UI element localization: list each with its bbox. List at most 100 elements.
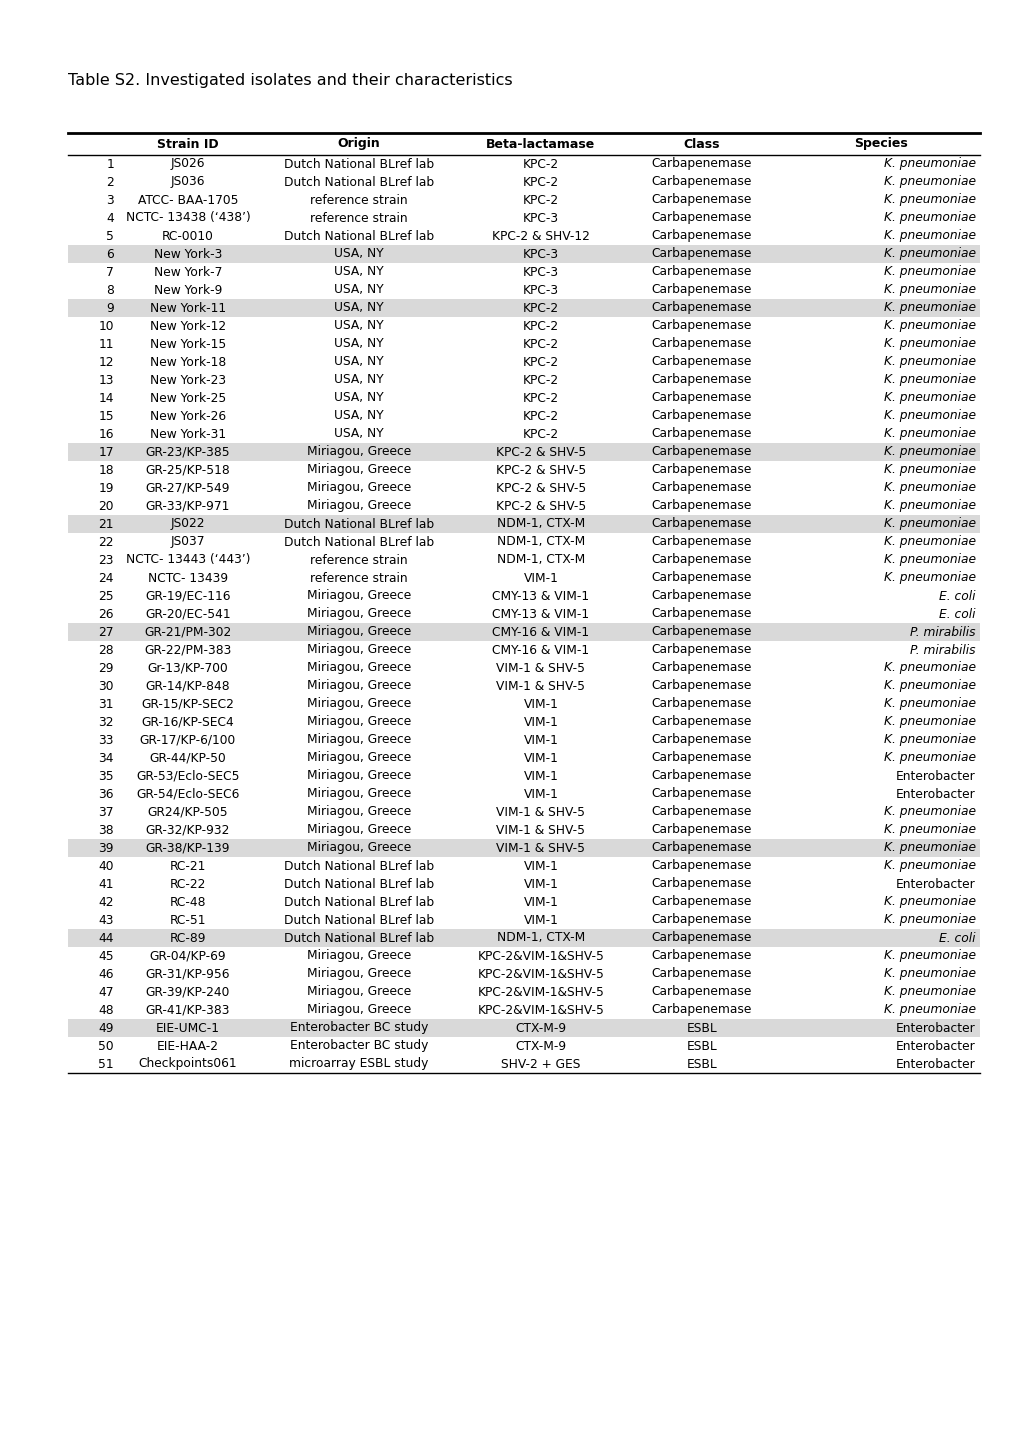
Text: 43: 43	[99, 913, 114, 926]
Text: GR-32/KP-932: GR-32/KP-932	[146, 824, 230, 837]
Text: Dutch National BLref lab: Dutch National BLref lab	[283, 157, 434, 170]
Bar	[68, 623, 979, 641]
Text: RC-51: RC-51	[169, 913, 206, 926]
Text: 27: 27	[99, 625, 114, 638]
Text: K. pneumoniae: K. pneumoniae	[883, 374, 975, 387]
Text: CMY-13 & VIM-1: CMY-13 & VIM-1	[492, 608, 589, 620]
Text: Carbapenemase: Carbapenemase	[651, 896, 751, 909]
Text: ESBL: ESBL	[686, 1039, 716, 1052]
Text: VIM-1: VIM-1	[523, 733, 557, 746]
Text: Miriagou, Greece: Miriagou, Greece	[307, 1003, 411, 1016]
Text: VIM-1: VIM-1	[523, 716, 557, 729]
Text: New York-11: New York-11	[150, 302, 226, 315]
Text: Carbapenemase: Carbapenemase	[651, 824, 751, 837]
Text: Carbapenemase: Carbapenemase	[651, 482, 751, 495]
Text: Carbapenemase: Carbapenemase	[651, 769, 751, 782]
Text: 10: 10	[99, 319, 114, 332]
Text: GR-14/KP-848: GR-14/KP-848	[146, 680, 230, 693]
Text: reference strain: reference strain	[310, 193, 408, 206]
Text: Carbapenemase: Carbapenemase	[651, 788, 751, 801]
Text: K. pneumoniae: K. pneumoniae	[883, 986, 975, 999]
Text: 35: 35	[98, 769, 114, 782]
Text: GR-54/Eclo-SEC6: GR-54/Eclo-SEC6	[137, 788, 239, 801]
Text: 29: 29	[99, 661, 114, 674]
Text: Miriagou, Greece: Miriagou, Greece	[307, 697, 411, 710]
Text: Carbapenemase: Carbapenemase	[651, 949, 751, 962]
Text: Dutch National BLref lab: Dutch National BLref lab	[283, 913, 434, 926]
Text: NDM-1, CTX-M: NDM-1, CTX-M	[496, 554, 585, 567]
Text: 12: 12	[99, 355, 114, 368]
Text: 17: 17	[99, 446, 114, 459]
Bar	[68, 245, 979, 263]
Text: USA, NY: USA, NY	[334, 266, 383, 278]
Text: KPC-2&VIM-1&SHV-5: KPC-2&VIM-1&SHV-5	[477, 949, 604, 962]
Text: KPC-3: KPC-3	[523, 266, 558, 278]
Text: 7: 7	[106, 266, 114, 278]
Text: GR-15/KP-SEC2: GR-15/KP-SEC2	[142, 697, 234, 710]
Text: VIM-1: VIM-1	[523, 788, 557, 801]
Text: 45: 45	[98, 949, 114, 962]
Text: 49: 49	[99, 1022, 114, 1035]
Text: Miriagou, Greece: Miriagou, Greece	[307, 967, 411, 980]
Text: 8: 8	[106, 283, 114, 296]
Text: Carbapenemase: Carbapenemase	[651, 302, 751, 315]
Text: KPC-2 & SHV-5: KPC-2 & SHV-5	[495, 463, 586, 476]
Text: Carbapenemase: Carbapenemase	[651, 661, 751, 674]
Text: ATCC- BAA-1705: ATCC- BAA-1705	[138, 193, 238, 206]
Text: JS022: JS022	[170, 518, 205, 531]
Text: Dutch National BLref lab: Dutch National BLref lab	[283, 518, 434, 531]
Text: Carbapenemase: Carbapenemase	[651, 446, 751, 459]
Text: VIM-1: VIM-1	[523, 860, 557, 873]
Text: KPC-2 & SHV-5: KPC-2 & SHV-5	[495, 482, 586, 495]
Text: KPC-2&VIM-1&SHV-5: KPC-2&VIM-1&SHV-5	[477, 986, 604, 999]
Text: KPC-2: KPC-2	[523, 302, 558, 315]
Text: Miriagou, Greece: Miriagou, Greece	[307, 625, 411, 638]
Text: E. coli: E. coli	[938, 932, 975, 945]
Text: New York-9: New York-9	[154, 283, 222, 296]
Text: NCTC- 13443 (‘443’): NCTC- 13443 (‘443’)	[125, 554, 250, 567]
Text: K. pneumoniae: K. pneumoniae	[883, 302, 975, 315]
Text: GR-22/PM-383: GR-22/PM-383	[144, 644, 231, 657]
Text: New York-25: New York-25	[150, 391, 226, 404]
Text: EIE-UMC-1: EIE-UMC-1	[156, 1022, 220, 1035]
Text: Carbapenemase: Carbapenemase	[651, 644, 751, 657]
Text: Checkpoints061: Checkpoints061	[139, 1058, 237, 1071]
Text: KPC-2 & SHV-12: KPC-2 & SHV-12	[491, 229, 589, 242]
Bar	[68, 299, 979, 317]
Text: KPC-2 & SHV-5: KPC-2 & SHV-5	[495, 446, 586, 459]
Text: VIM-1 & SHV-5: VIM-1 & SHV-5	[496, 661, 585, 674]
Text: USA, NY: USA, NY	[334, 283, 383, 296]
Bar	[68, 838, 979, 857]
Text: 23: 23	[99, 554, 114, 567]
Text: 26: 26	[99, 608, 114, 620]
Text: Carbapenemase: Carbapenemase	[651, 752, 751, 765]
Text: CMY-16 & VIM-1: CMY-16 & VIM-1	[492, 625, 589, 638]
Text: K. pneumoniae: K. pneumoniae	[883, 212, 975, 225]
Text: 3: 3	[106, 193, 114, 206]
Text: Dutch National BLref lab: Dutch National BLref lab	[283, 535, 434, 548]
Text: New York-12: New York-12	[150, 319, 226, 332]
Text: Enterobacter: Enterobacter	[896, 769, 975, 782]
Text: GR-19/EC-116: GR-19/EC-116	[145, 590, 230, 603]
Text: Species: Species	[853, 137, 907, 150]
Text: Miriagou, Greece: Miriagou, Greece	[307, 590, 411, 603]
Text: 5: 5	[106, 229, 114, 242]
Text: 36: 36	[99, 788, 114, 801]
Text: K. pneumoniae: K. pneumoniae	[883, 752, 975, 765]
Text: VIM-1: VIM-1	[523, 896, 557, 909]
Text: KPC-2&VIM-1&SHV-5: KPC-2&VIM-1&SHV-5	[477, 1003, 604, 1016]
Text: KPC-2: KPC-2	[523, 410, 558, 423]
Text: K. pneumoniae: K. pneumoniae	[883, 554, 975, 567]
Text: Carbapenemase: Carbapenemase	[651, 967, 751, 980]
Text: microarray ESBL study: microarray ESBL study	[289, 1058, 428, 1071]
Text: Dutch National BLref lab: Dutch National BLref lab	[283, 176, 434, 189]
Text: P. mirabilis: P. mirabilis	[910, 644, 975, 657]
Text: Carbapenemase: Carbapenemase	[651, 229, 751, 242]
Text: Miriagou, Greece: Miriagou, Greece	[307, 482, 411, 495]
Text: GR-21/PM-302: GR-21/PM-302	[145, 625, 231, 638]
Text: GR-16/KP-SEC4: GR-16/KP-SEC4	[142, 716, 234, 729]
Text: VIM-1: VIM-1	[523, 571, 557, 584]
Text: 42: 42	[99, 896, 114, 909]
Text: K. pneumoniae: K. pneumoniae	[883, 499, 975, 512]
Text: Miriagou, Greece: Miriagou, Greece	[307, 680, 411, 693]
